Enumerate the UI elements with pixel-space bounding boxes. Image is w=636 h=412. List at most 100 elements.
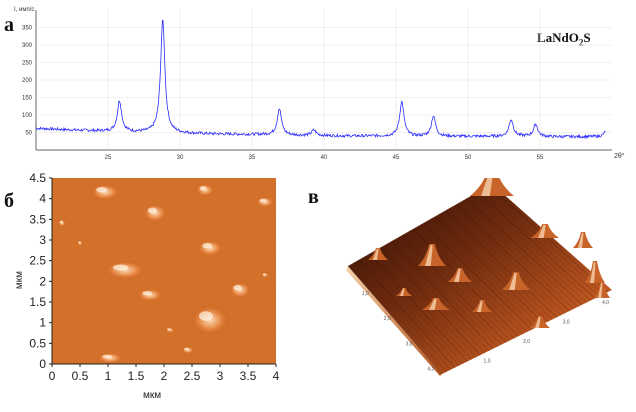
afm-island-highlight bbox=[96, 187, 108, 193]
afm-xtick-label: 2 bbox=[161, 369, 168, 383]
afm-3d-peak-highlight bbox=[538, 224, 546, 238]
afm-3d-peak-highlight bbox=[590, 262, 596, 283]
afm-3d-peak bbox=[472, 300, 492, 312]
afm-3d-streak bbox=[466, 198, 583, 305]
afm-3d-streak bbox=[347, 265, 443, 375]
afm-ytick-label: 0 bbox=[39, 357, 46, 371]
afm-3d-tick-left: 1,0 bbox=[362, 291, 369, 297]
afm-island-highlight bbox=[102, 354, 113, 359]
afm-3d-streak bbox=[477, 192, 596, 299]
afm-island bbox=[190, 304, 230, 336]
afm-3d-streak bbox=[484, 187, 604, 295]
afm-3d-streak bbox=[423, 222, 532, 331]
afm-3d-streak bbox=[401, 235, 506, 343]
afm-3d-peak-highlight bbox=[425, 245, 433, 266]
afm-3d-tick-left: 4,0 bbox=[427, 366, 434, 372]
xrd-xtick-label: 25 bbox=[105, 155, 112, 161]
afm-ytick-label: 4.5 bbox=[29, 171, 46, 185]
afm-island-highlight bbox=[59, 220, 63, 224]
afm-3d-peak-highlight bbox=[598, 282, 603, 298]
afm-island bbox=[165, 327, 175, 333]
afm-3d-streak bbox=[373, 251, 472, 360]
afm-3d-peak-highlight bbox=[509, 272, 517, 290]
afm-xtick-label: 2.5 bbox=[184, 369, 201, 383]
afm-3d-peak-highlight bbox=[454, 268, 461, 282]
afm-island bbox=[196, 239, 224, 257]
afm-3d-streak bbox=[488, 185, 608, 293]
afm-3d-peak-highlight bbox=[477, 300, 483, 312]
afm-3d-peak bbox=[531, 224, 559, 238]
afm-3d-peak bbox=[422, 298, 450, 310]
afm-island-highlight bbox=[202, 243, 213, 249]
afm-3d-peak bbox=[396, 288, 412, 296]
afm-3d-peak-highlight bbox=[578, 232, 584, 248]
xrd-ytick-label: 300 bbox=[22, 43, 33, 49]
afm-island-highlight bbox=[78, 241, 81, 244]
afm-island-highlight bbox=[233, 285, 242, 291]
afm-ytick-label: 0.5 bbox=[29, 336, 46, 350]
afm-3d-streak bbox=[463, 200, 579, 307]
afm-3d-tick-right: 4,0 bbox=[602, 300, 609, 306]
xrd-xtick-label: 50 bbox=[465, 155, 472, 161]
afm-island-highlight bbox=[112, 264, 129, 271]
afm-3d-peak bbox=[368, 248, 388, 260]
xrd-ytick-label: 200 bbox=[22, 78, 33, 84]
xrd-ytick-label: 50 bbox=[25, 131, 32, 137]
afm-3d-tick-right: 1,0 bbox=[484, 358, 491, 364]
xrd-ytick-label: 250 bbox=[22, 61, 33, 67]
xrd-series-line bbox=[35, 19, 606, 140]
afm-3d-streak bbox=[470, 196, 587, 303]
afm-ytick-label: 2.5 bbox=[29, 254, 46, 268]
xrd-xtick-label: 45 bbox=[393, 155, 400, 161]
afm-3d-streak bbox=[394, 239, 498, 347]
afm-xtick-label: 0 bbox=[49, 369, 56, 383]
afm-3d-streak bbox=[419, 224, 528, 333]
afm-island-highlight bbox=[142, 291, 153, 296]
afm-3d-streak bbox=[369, 253, 468, 362]
afm-3d-peak bbox=[418, 244, 446, 266]
afm-3d-streak bbox=[398, 237, 502, 345]
compound-prefix: LaNdO bbox=[537, 30, 579, 45]
afm-3d-peak bbox=[470, 178, 514, 196]
afm-ytick-label: 1 bbox=[39, 316, 46, 330]
afm-xtick-label: 3 bbox=[217, 369, 224, 383]
afm-island bbox=[228, 281, 252, 299]
afm-3d-streak bbox=[452, 206, 566, 314]
afm-island bbox=[103, 260, 147, 280]
afm-3d-tick-left: 2,0 bbox=[384, 316, 391, 322]
afm-island bbox=[261, 272, 269, 278]
compound-formula: LaNdO2S bbox=[537, 30, 591, 48]
afm-3d-front-edge bbox=[346, 266, 442, 376]
afm-xtick-label: 3.5 bbox=[240, 369, 257, 383]
xrd-xtick-label: 30 bbox=[177, 155, 184, 161]
afm-xtick-label: 4 bbox=[273, 369, 280, 383]
afm-3d-streak bbox=[437, 214, 549, 322]
afm-3d-tick-left: 3,0 bbox=[406, 341, 413, 347]
afm-3d-streak bbox=[355, 261, 451, 370]
afm-3d-streak bbox=[391, 241, 494, 349]
afm-3d-streak bbox=[434, 216, 545, 324]
afm-3d-peak-highlight bbox=[400, 288, 405, 296]
panel-label-a: а bbox=[4, 14, 14, 36]
afm-3d-peak bbox=[585, 261, 605, 283]
afm-island bbox=[181, 346, 195, 354]
afm-3d-peak-highlight bbox=[429, 298, 437, 310]
afm-3d-streak bbox=[362, 257, 460, 366]
afm-ytick-label: 3 bbox=[39, 233, 46, 247]
xrd-xlabel: 2θ° bbox=[614, 152, 625, 160]
afm-3d-peak bbox=[448, 268, 472, 282]
afm-ytick-label: 2 bbox=[39, 274, 46, 288]
afm-island bbox=[136, 288, 164, 302]
afm-3d-streak bbox=[427, 220, 536, 328]
afm-island bbox=[89, 183, 121, 201]
afm-3d-peak bbox=[573, 232, 593, 248]
afm-3d-peak-highlight bbox=[481, 178, 493, 196]
afm-island bbox=[255, 196, 275, 208]
afm-xtick-label: 1 bbox=[105, 369, 112, 383]
afm-island-highlight bbox=[167, 328, 171, 331]
afm-3d-streak bbox=[376, 249, 477, 358]
panel-label-c: в bbox=[308, 186, 319, 208]
afm-island bbox=[58, 219, 66, 227]
afm-island-highlight bbox=[259, 198, 267, 203]
afm-island-highlight bbox=[199, 186, 207, 191]
